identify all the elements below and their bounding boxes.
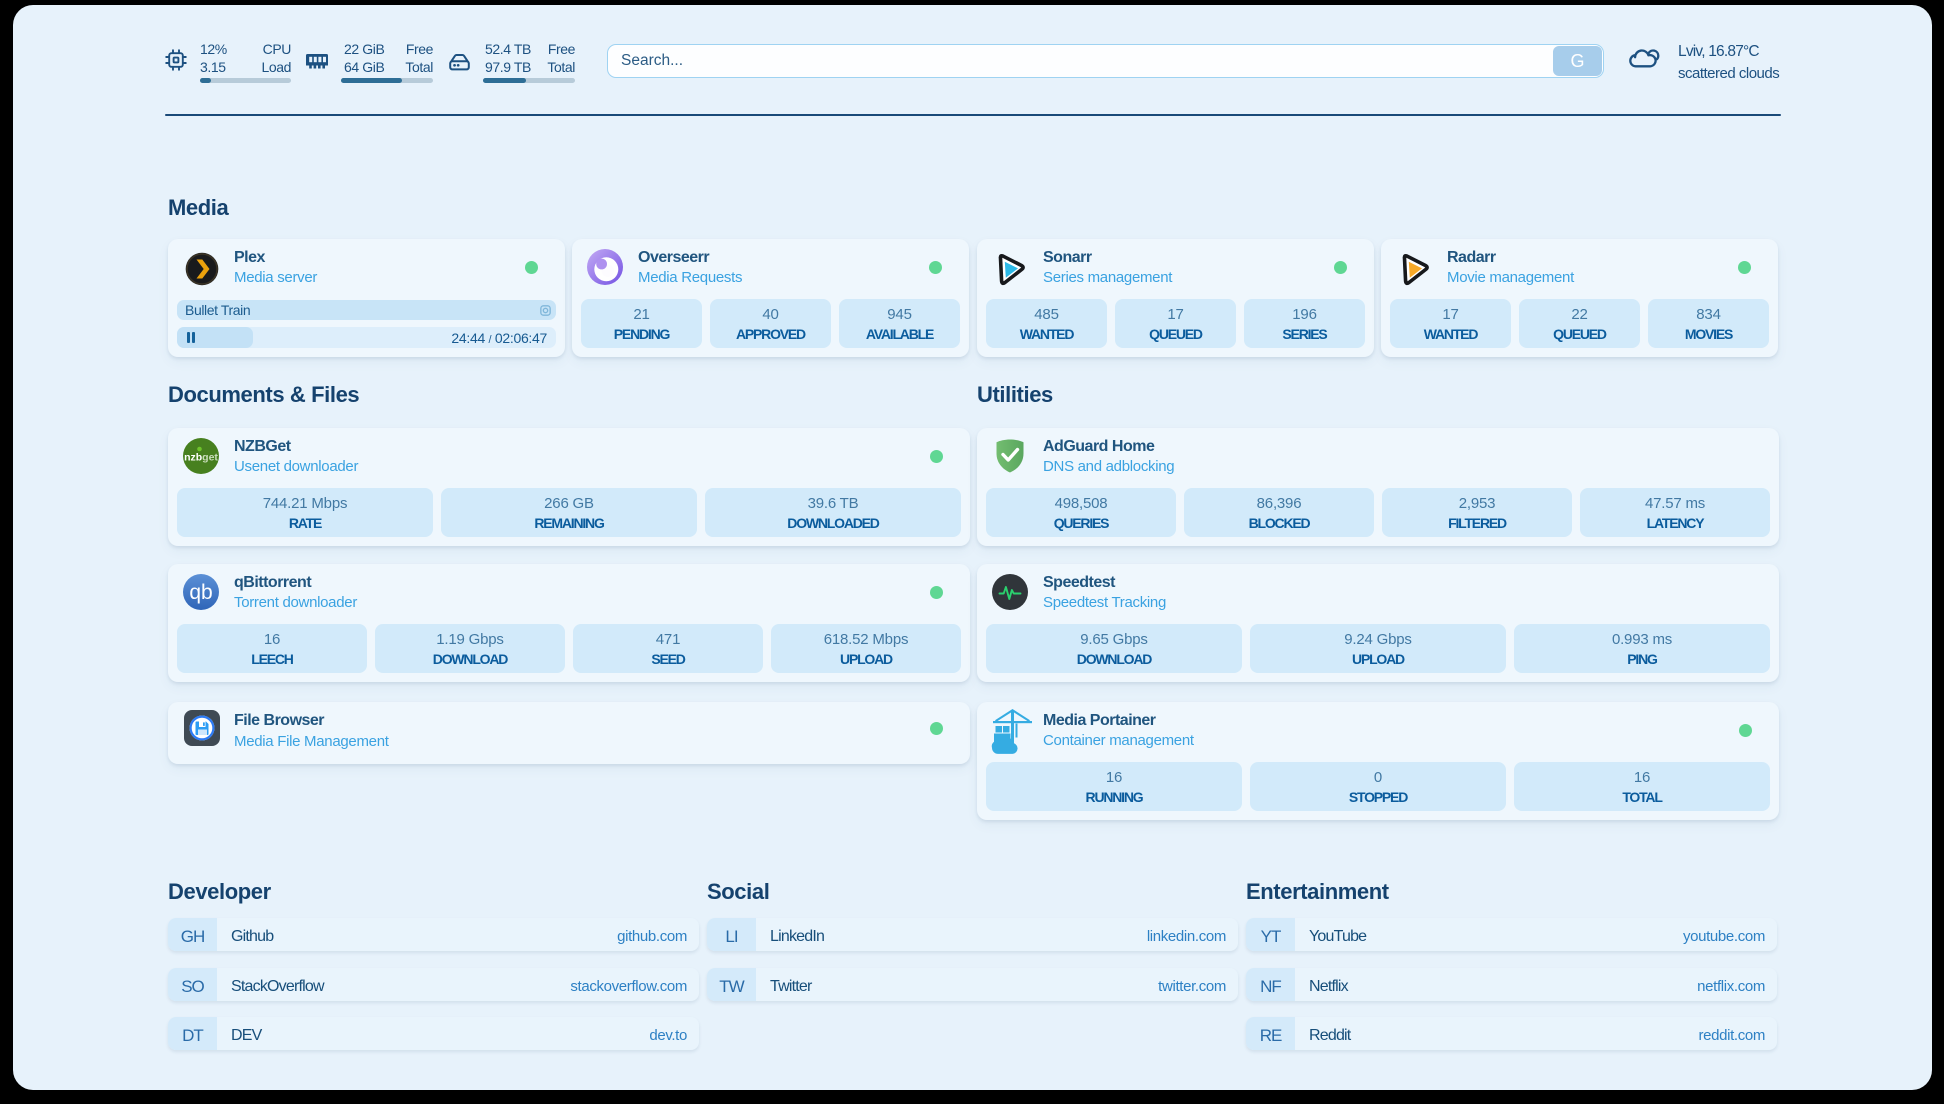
svg-text:nzbget: nzbget: [184, 452, 218, 464]
svg-text:qb: qb: [189, 581, 212, 604]
